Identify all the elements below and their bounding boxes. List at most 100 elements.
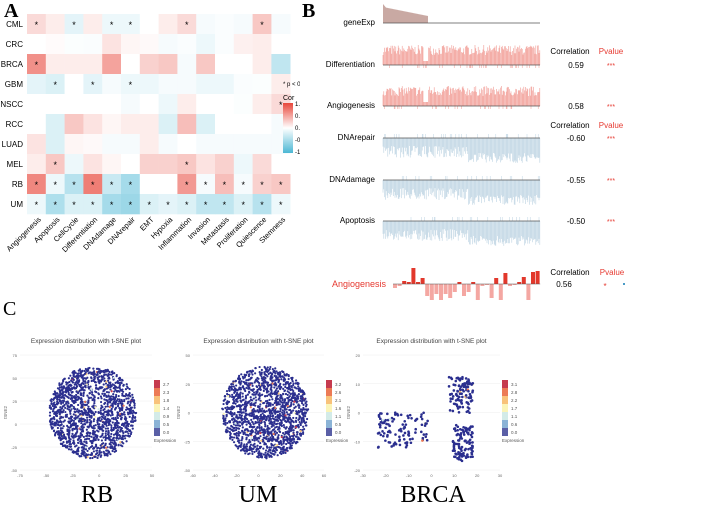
heatmap-cell [102, 74, 122, 95]
data-point [256, 418, 259, 421]
data-point [453, 449, 456, 453]
data-point [280, 420, 283, 424]
data-point [250, 402, 253, 405]
data-point [244, 412, 247, 415]
data-point [54, 394, 57, 397]
data-point [255, 449, 258, 453]
data-point [238, 380, 241, 383]
data-point [271, 368, 274, 371]
data-point [131, 409, 135, 412]
data-point [92, 447, 95, 450]
data-point [67, 431, 71, 434]
data-point [393, 441, 397, 444]
bottom-bar [475, 284, 480, 300]
data-point [259, 399, 262, 402]
data-point [92, 436, 95, 439]
data-point [93, 395, 96, 398]
data-point [88, 447, 91, 450]
data-point [72, 370, 75, 373]
colorbar-tick: 1.0 [295, 102, 300, 108]
data-point [257, 421, 261, 424]
data-point [304, 411, 307, 414]
data-point [109, 409, 112, 412]
y-tick: 25 [186, 382, 191, 387]
data-point [452, 443, 456, 447]
data-point [110, 426, 113, 429]
legend-swatch [154, 428, 160, 436]
data-point [226, 392, 229, 396]
data-point [290, 427, 293, 430]
data-point [279, 408, 282, 411]
data-point [420, 417, 424, 421]
legend-swatch [326, 380, 332, 388]
data-point [283, 374, 286, 377]
data-point [280, 414, 283, 417]
data-point [111, 449, 114, 453]
data-point [243, 415, 246, 418]
legend-tick: 2.7 [163, 382, 170, 387]
data-point [253, 409, 256, 412]
data-point [53, 403, 57, 406]
heatmap-cell [177, 134, 197, 155]
bottom-bar [397, 284, 402, 286]
data-point [408, 438, 412, 441]
x-tick: -75 [17, 473, 24, 478]
heatmap-cell [83, 34, 103, 55]
data-point [252, 388, 255, 391]
data-point [290, 444, 293, 447]
data-point [88, 366, 91, 370]
data-point [278, 412, 281, 416]
heatmap-cell [252, 174, 272, 195]
significance-star: * [204, 200, 208, 210]
significance-star: * [72, 200, 76, 210]
data-point [238, 444, 241, 447]
data-point [106, 427, 110, 430]
data-point [80, 425, 84, 428]
data-point [388, 424, 391, 428]
data-point [240, 380, 243, 383]
data-point [108, 398, 111, 401]
significance-star: * [35, 200, 39, 210]
marker-dot [623, 283, 625, 285]
data-point [290, 446, 293, 450]
significance-star: * [185, 180, 189, 190]
data-point [420, 413, 423, 416]
data-point [52, 393, 56, 396]
data-point [459, 447, 463, 451]
data-point [78, 417, 82, 420]
data-point [378, 417, 382, 420]
data-point [59, 406, 62, 409]
data-point [87, 412, 90, 415]
data-point [89, 445, 93, 449]
heatmap-cell [233, 194, 253, 215]
data-point [247, 413, 250, 416]
heatmap-cell [121, 134, 141, 155]
data-point [76, 398, 79, 401]
data-point [277, 445, 280, 449]
data-point [88, 421, 92, 424]
data-point [107, 422, 110, 425]
data-point [111, 370, 114, 373]
data-point [65, 383, 68, 386]
heatmap-cell [121, 94, 141, 115]
data-point [286, 390, 289, 393]
data-point [241, 375, 244, 378]
data-point [260, 421, 263, 424]
y-tick: 0 [15, 422, 18, 427]
data-point [403, 419, 407, 423]
data-point [237, 434, 240, 437]
data-point [256, 444, 259, 447]
data-point [103, 452, 106, 455]
data-point [67, 439, 71, 443]
significance-star: * [185, 160, 189, 170]
data-point [295, 412, 298, 415]
heatmap-cell [177, 94, 197, 115]
heatmap-cell [233, 174, 253, 195]
data-point [241, 385, 245, 388]
data-point [124, 437, 127, 440]
panel-label-c: C [3, 298, 17, 320]
data-point [271, 414, 274, 418]
data-point [98, 380, 101, 383]
data-point [230, 385, 234, 388]
data-point [95, 445, 98, 448]
